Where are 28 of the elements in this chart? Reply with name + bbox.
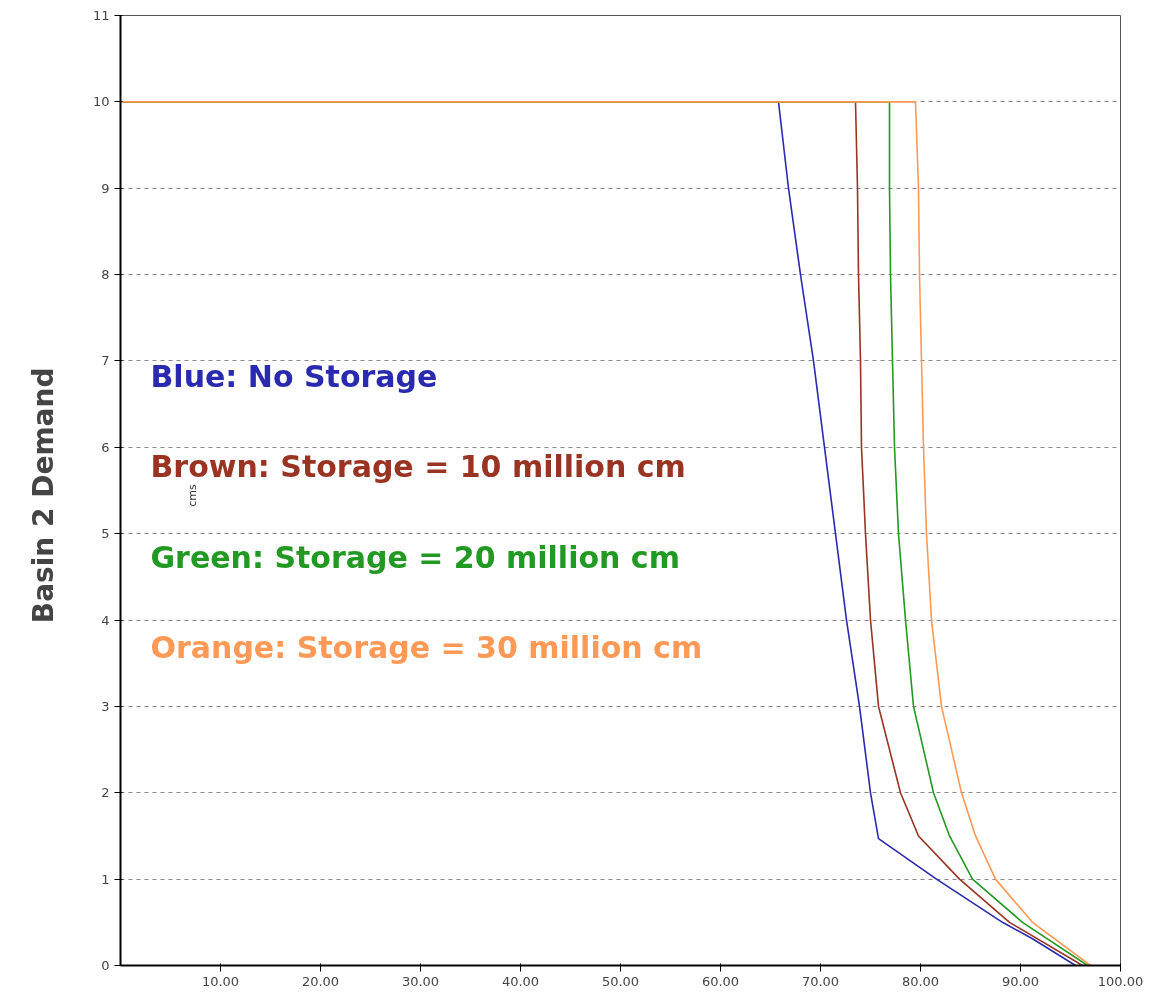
text: Brown: Storage = 10 million cm bbox=[150, 449, 686, 485]
x-tick-label: 40.00 bbox=[501, 973, 540, 989]
x-tick-label: 90.00 bbox=[1001, 973, 1040, 989]
y-tick-label: 7 bbox=[101, 353, 110, 369]
y-tick-label: 0 bbox=[101, 958, 110, 973]
y-tick-label: 4 bbox=[101, 612, 110, 628]
y-tick-label: 10 bbox=[92, 94, 110, 110]
x-tick-label: 30.00 bbox=[401, 973, 440, 989]
y-tick-label: 2 bbox=[101, 785, 110, 801]
x-tick-label: 70.00 bbox=[801, 973, 840, 989]
y-tick-label: 1 bbox=[101, 871, 110, 887]
annotation: cms bbox=[185, 483, 199, 507]
x-tick-label: 60.00 bbox=[701, 973, 740, 989]
y-tick-label: 3 bbox=[101, 698, 110, 714]
x-tick-label: 10.00 bbox=[201, 973, 240, 989]
y-axis-title: Basin 2 Demand bbox=[26, 367, 60, 624]
y-tick-label: 9 bbox=[101, 180, 110, 196]
y-tick-label: 5 bbox=[101, 526, 110, 542]
text: Orange: Storage = 30 million cm bbox=[150, 629, 703, 665]
x-tick-label: 50.00 bbox=[601, 973, 640, 989]
x-tick-label: 100.00 bbox=[1097, 973, 1144, 989]
x-tick-label: 80.00 bbox=[901, 973, 940, 989]
x-tick-label: 20.00 bbox=[301, 973, 340, 989]
y-tick-label: 8 bbox=[101, 267, 110, 283]
y-tick-label: 6 bbox=[101, 439, 110, 455]
text: Blue: No Storage bbox=[150, 359, 438, 394]
text: Green: Storage = 20 million cm bbox=[150, 539, 680, 575]
y-tick-label: 11 bbox=[92, 8, 110, 23]
